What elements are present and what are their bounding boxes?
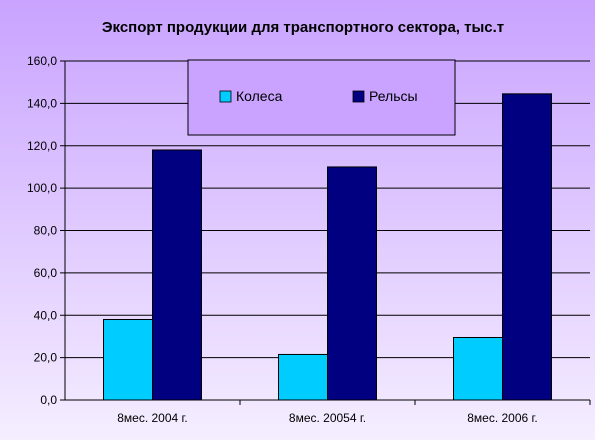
y-tick-label: 140,0 — [27, 96, 57, 110]
y-tick-label: 80,0 — [34, 224, 58, 238]
legend-swatch-relsy — [352, 90, 365, 103]
y-tick-label: 160,0 — [27, 54, 57, 68]
bar-kolesa — [453, 336, 503, 401]
y-tick-label: 100,0 — [27, 181, 57, 195]
y-tick-label: 120,0 — [27, 139, 57, 153]
tick-labels: 0,0 20,0 40,0 60,0 80,0 100,0 120,0 140,0 160,0 8… — [27, 54, 538, 425]
legend-label-relsy: Рельсы — [369, 88, 418, 104]
bar-kolesa — [278, 353, 328, 401]
x-tick-label: 8мес. 2004 г. — [117, 411, 188, 425]
legend-swatch-kolesa — [219, 90, 232, 103]
legend-label-kolesa: Колеса — [236, 88, 283, 104]
y-tick-label: 0,0 — [40, 393, 57, 407]
x-tick-label: 8мес. 20054 г. — [289, 411, 366, 425]
bar-relsy — [327, 166, 377, 401]
bar-relsy — [152, 149, 202, 401]
y-tick-label: 40,0 — [34, 308, 58, 322]
bars — [103, 93, 552, 401]
legend: Колеса Рельсы — [187, 59, 456, 136]
bar-kolesa — [103, 318, 153, 401]
y-tick-label: 20,0 — [34, 351, 58, 365]
chart-title: Экспорт продукции для транспортного сект… — [102, 19, 504, 36]
legend-box — [187, 59, 456, 136]
y-tick-label: 60,0 — [34, 266, 58, 280]
x-tick-label: 8мес. 2006 г. — [467, 411, 538, 425]
bar-relsy — [502, 93, 552, 401]
